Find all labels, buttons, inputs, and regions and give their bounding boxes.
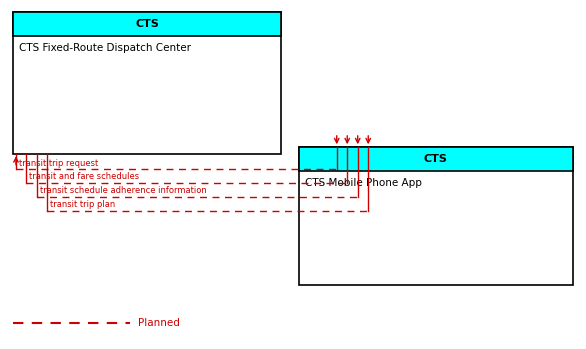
Text: CTS Mobile Phone App: CTS Mobile Phone App — [305, 178, 421, 188]
Text: transit trip request: transit trip request — [19, 158, 98, 168]
Text: CTS: CTS — [135, 19, 159, 29]
Bar — [299, 147, 573, 171]
Text: transit and fare schedules: transit and fare schedules — [29, 172, 139, 181]
Text: Planned: Planned — [138, 318, 180, 328]
Text: CTS Fixed-Route Dispatch Center: CTS Fixed-Route Dispatch Center — [19, 43, 191, 53]
Text: CTS: CTS — [424, 154, 448, 164]
Bar — [299, 147, 573, 285]
Bar — [13, 12, 281, 154]
Bar — [13, 12, 281, 36]
Text: transit schedule adherence information: transit schedule adherence information — [40, 186, 207, 195]
Text: transit trip plan: transit trip plan — [50, 200, 115, 209]
